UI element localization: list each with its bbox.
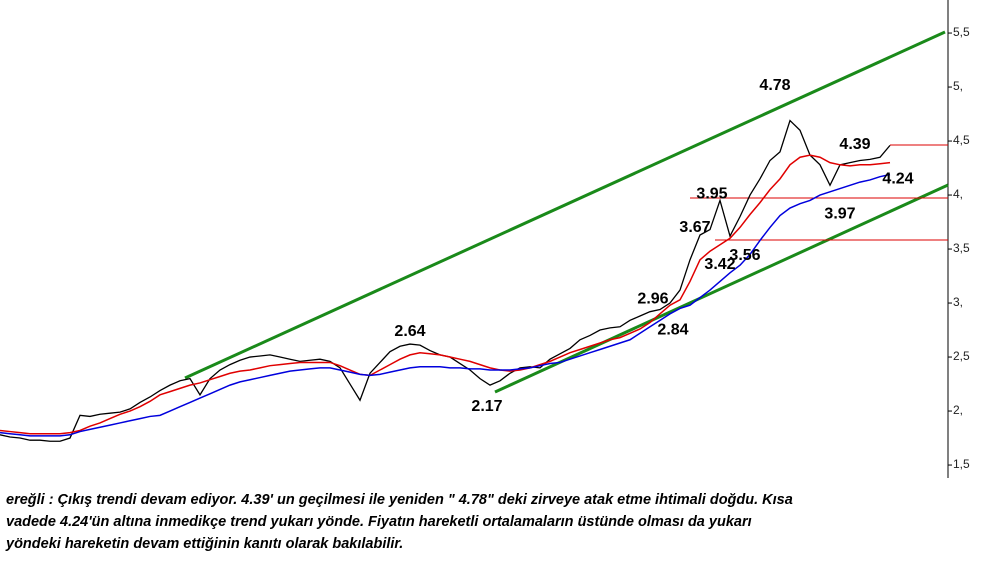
trend-line-lower (494, 183, 949, 394)
y-tick-label: 5,5 (953, 25, 970, 39)
y-tick-label: 1,5 (953, 457, 970, 471)
y-tick-label: 4, (953, 187, 963, 201)
series-line (0, 154, 891, 435)
series-line (0, 173, 891, 437)
price-annotation: 4.39 (839, 136, 870, 153)
price-annotation: 4.78 (759, 77, 790, 94)
price-annotation: 3.42 (704, 256, 735, 273)
y-tick-label: 5, (953, 79, 963, 93)
price-annotation: 2.84 (657, 322, 688, 339)
price-annotation: 2.17 (471, 398, 502, 415)
trend-line-upper (184, 30, 946, 380)
price-annotation: 2.96 (637, 291, 668, 308)
caption-line: ereğli : Çıkış trendi devam ediyor. 4.39… (6, 492, 793, 508)
price-annotation: 4.24 (882, 170, 913, 187)
price-annotation: 3.56 (729, 247, 760, 264)
series-line (0, 119, 891, 442)
price-annotation: 2.64 (394, 323, 425, 340)
y-tick-label: 2,5 (953, 349, 970, 363)
price-annotation: 3.67 (679, 219, 710, 236)
caption-line: yöndeki hareketin devam ettiğinin kanıtı… (5, 536, 403, 552)
y-tick-label: 3, (953, 295, 963, 309)
y-tick-label: 3,5 (953, 241, 970, 255)
caption-line: vadede 4.24'ün altına inmedikçe trend yu… (6, 514, 752, 530)
y-tick-label: 4,5 (953, 133, 970, 147)
y-tick-label: 2, (953, 403, 963, 417)
price-annotation: 3.97 (824, 206, 855, 223)
price-annotation: 3.95 (696, 186, 727, 203)
